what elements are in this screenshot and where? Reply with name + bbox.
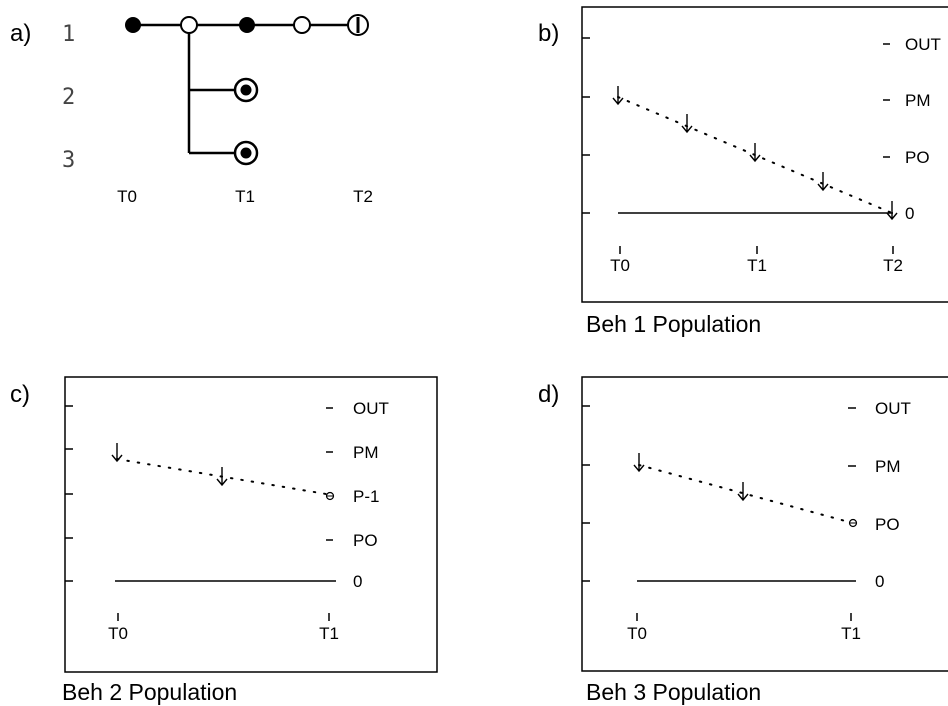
node-filled-t0 [125,17,141,33]
row-label-2: 2 [62,85,75,110]
level-label-d-pm: PM [875,457,901,476]
time-label-c-t0: T0 [108,624,128,643]
panel-b: b) OUT PM PO 0 T0 T1 T2 Beh [538,6,948,337]
panel-a: a) 1 2 3 T0 T1 T2 [10,14,373,206]
time-label-b-t0: T0 [610,256,630,275]
level-label-pm: PM [905,91,931,110]
node-target-3 [233,140,259,166]
level-label-d-zero: 0 [875,572,884,591]
node-filled-t1 [239,17,255,33]
time-label-d-t0: T0 [627,624,647,643]
end-marker-c [325,491,335,501]
row-label-1: 1 [62,22,75,47]
row-label-3: 3 [62,148,75,173]
arrow-markers-b [612,86,898,221]
level-label-zero: 0 [905,204,914,223]
end-marker-d [848,518,858,528]
trajectory-d [638,464,850,523]
level-label-d-po: PO [875,515,900,534]
level-label-d-out: OUT [875,399,911,418]
level-label-c-zero: 0 [353,572,362,591]
caption-c: Beh 2 Population [62,679,237,705]
plot-frame-d [581,376,948,672]
panel-c: c) OUT PM P-1 PO 0 T0 T1 Beh 2 [10,376,438,705]
level-label-po: PO [905,148,930,167]
caption-d: Beh 3 Population [586,679,761,705]
level-label-c-pm: PM [353,443,379,462]
level-label-c-po: PO [353,531,378,550]
panel-c-label: c) [10,381,30,408]
time-label-d-t1: T1 [841,624,861,643]
arrow-markers-d [633,453,749,502]
panel-a-label: a) [10,20,31,47]
plot-frame-c [64,376,438,673]
node-open-1 [180,16,198,34]
time-label-t1: T1 [235,187,255,206]
time-label-c-t1: T1 [319,624,339,643]
caption-b: Beh 1 Population [586,311,761,337]
node-target-2 [233,77,259,103]
time-label-b-t1: T1 [747,256,767,275]
node-open-2 [293,16,311,34]
level-label-c-out: OUT [353,399,389,418]
level-label-out: OUT [905,35,941,54]
arrow-markers-c [111,443,228,487]
time-label-b-t2: T2 [883,256,903,275]
node-terminal-t2 [347,14,369,36]
level-label-c-p1: P-1 [353,487,379,506]
panel-d-label: d) [538,381,559,408]
time-label-t0: T0 [117,187,137,206]
panel-b-label: b) [538,20,559,47]
panel-d: d) OUT PM PO 0 T0 T1 Beh 3 Population [538,376,948,705]
time-label-t2: T2 [353,187,373,206]
